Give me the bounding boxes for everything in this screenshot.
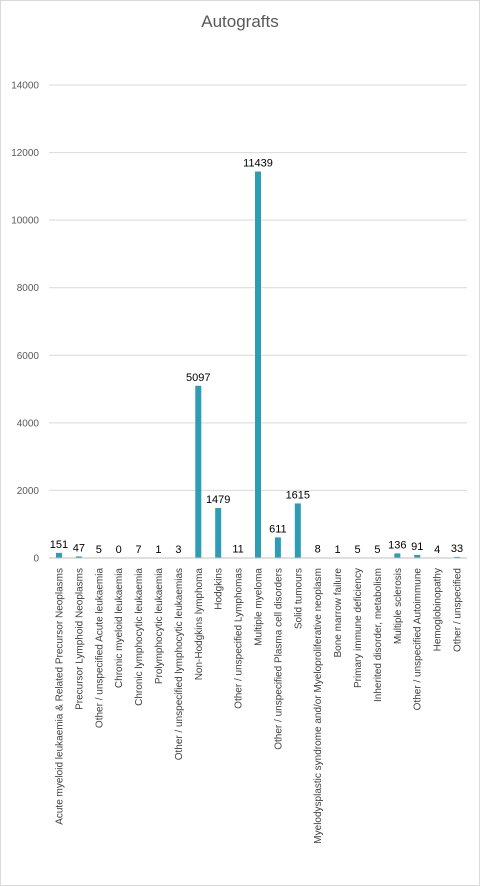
- data-label: 4: [434, 544, 440, 556]
- data-label: 0: [116, 544, 122, 556]
- data-labels: 151 47 5 0 7 1 3 5097 1479 11 11439 611 1615 8 1 5 5 136 9…: [50, 158, 463, 556]
- data-label: 7: [136, 544, 142, 556]
- data-label: 1615: [286, 489, 310, 501]
- x-category-label: Non-Hodgkins lymphoma: [194, 568, 205, 681]
- x-category-label: Hodgkins: [214, 568, 225, 610]
- bar: [274, 537, 281, 558]
- data-label: 33: [451, 543, 463, 555]
- x-category-label: Solid tumours: [293, 568, 304, 629]
- y-tick-label: 2000: [17, 486, 40, 497]
- data-label: 5: [96, 544, 102, 556]
- data-label: 47: [73, 542, 85, 554]
- x-category-label: Multiple myeloma: [254, 568, 265, 646]
- chart-title: Autografts: [201, 12, 279, 31]
- data-label: 8: [315, 544, 321, 556]
- y-tick-label: 14000: [11, 81, 39, 92]
- bars: [55, 171, 461, 558]
- y-tick-label: 6000: [17, 351, 40, 362]
- bar: [294, 503, 301, 558]
- x-category-label: Chronic lymphocytic leukaemia: [134, 568, 145, 706]
- data-label: 91: [411, 541, 423, 553]
- data-label: 5: [354, 544, 360, 556]
- data-label: 1: [155, 544, 161, 556]
- y-tick-label: 12000: [11, 148, 39, 159]
- bar: [55, 552, 62, 558]
- x-category-label: Acute myeloid leukaemia & Related Precur…: [54, 568, 65, 825]
- bar: [255, 171, 261, 558]
- data-label: 11439: [243, 158, 273, 170]
- x-category-label: Other / unspecified Plasma cell disorder…: [273, 568, 284, 750]
- x-category-label: Other / unspecified Autoimmune: [413, 568, 424, 711]
- x-category-label: Chronic myeloid leukaemia: [114, 568, 125, 688]
- x-category-label: Primary immune deficiency: [353, 568, 364, 688]
- x-category-label: Other / unspecified lymphocytic leukaemi…: [174, 568, 185, 760]
- x-category-label: Other / unspecified: [453, 568, 464, 652]
- bar: [414, 554, 421, 558]
- x-category-label: Prolymphocytic leukaemia: [154, 568, 165, 685]
- x-axis-category-labels: Acute myeloid leukaemia & Related Precur…: [54, 568, 463, 844]
- x-category-label: Other / unspecified Lymphomas: [234, 568, 245, 709]
- bar: [195, 385, 202, 558]
- bar: [75, 556, 82, 558]
- x-category-label: Other / unspecified Acute leukaemia: [94, 568, 105, 729]
- y-tick-label: 10000: [11, 216, 39, 227]
- data-label: 1: [335, 544, 341, 556]
- data-label: 1479: [206, 494, 230, 506]
- x-category-label: Precursor Lymphoid Neoplasms: [74, 568, 85, 710]
- data-label: 136: [388, 539, 406, 551]
- x-category-label: Hemoglobinopathy: [433, 568, 444, 651]
- y-tick-label: 8000: [17, 283, 40, 294]
- data-label: 11: [232, 544, 243, 556]
- data-label: 3: [175, 544, 181, 556]
- x-category-label: Bone marrow failure: [333, 568, 344, 658]
- x-category-label: Multiple sclerosis: [393, 568, 404, 644]
- x-category-label: Myelodysplastic syndrome and/or Myelopro…: [313, 568, 324, 844]
- data-label: 611: [269, 523, 287, 535]
- y-tick-label: 4000: [17, 418, 40, 429]
- bar: [454, 556, 461, 558]
- x-category-label: Inherited disorder, metabolism: [373, 568, 384, 702]
- bar: [394, 553, 401, 558]
- y-tick-label: 0: [33, 554, 39, 565]
- y-axis-tick-labels: 0 2000 4000 6000 8000 10000 12000 14000: [11, 81, 39, 565]
- data-label: 151: [50, 539, 68, 551]
- data-label: 5097: [186, 372, 210, 384]
- bar: [215, 508, 222, 558]
- data-label: 5: [374, 544, 380, 556]
